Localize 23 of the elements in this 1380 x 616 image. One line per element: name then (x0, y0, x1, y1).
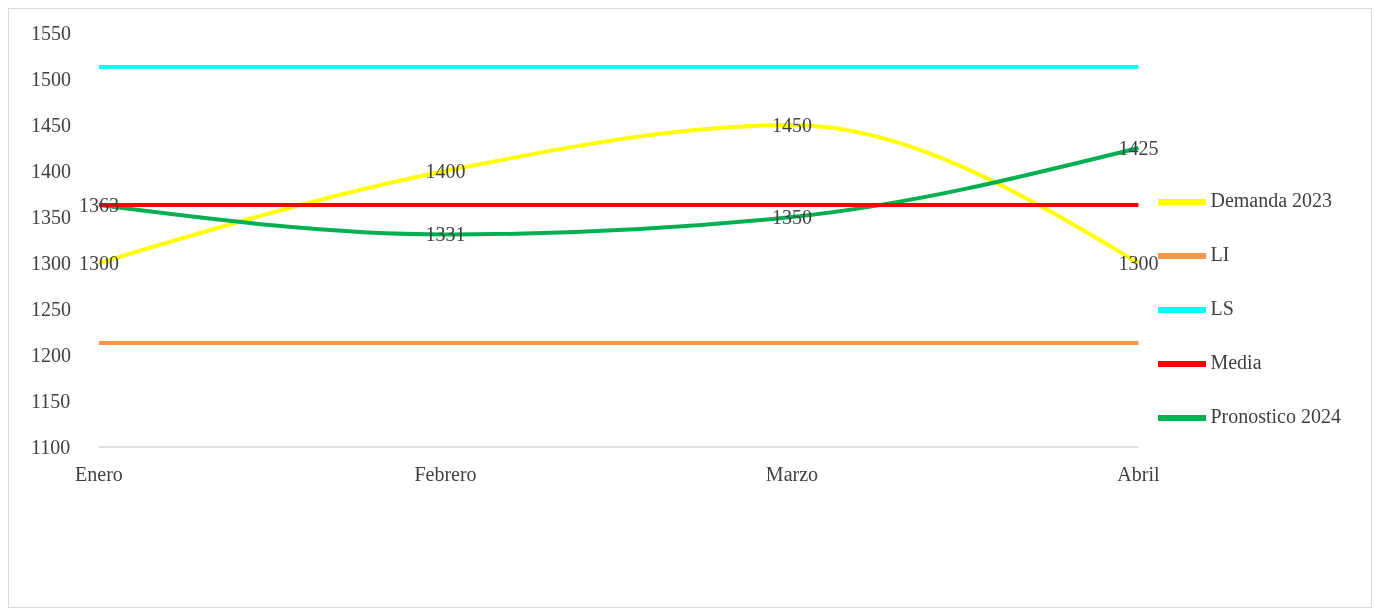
y-tick-label: 1100 (31, 436, 71, 459)
x-tick-label: Febrero (414, 463, 477, 486)
legend-label: LS (1210, 297, 1234, 319)
x-tick-label: Marzo (765, 463, 819, 486)
data-label: 1300 (79, 252, 119, 274)
y-tick-label: 1550 (31, 22, 71, 45)
y-tick-label: 1150 (31, 390, 71, 413)
data-label: 1425 (1118, 137, 1159, 159)
y-tick-label: 1500 (31, 68, 71, 91)
y-tick-label: 1450 (31, 114, 71, 137)
y-tick-label: 1350 (31, 206, 71, 229)
legend-label: Demanda 2023 (1210, 189, 1333, 211)
y-tick-label: 1250 (31, 298, 71, 321)
legend-label: LI (1210, 243, 1230, 265)
y-tick-label: 1200 (31, 344, 71, 367)
legend-label: Media (1210, 351, 1262, 373)
x-tick-label: Enero (75, 463, 123, 486)
data-label: 1300 (1118, 252, 1159, 274)
y-tick-label: 1300 (31, 252, 71, 275)
x-tick-label: Abril (1117, 463, 1160, 486)
y-tick-label: 1400 (31, 160, 71, 183)
data-label: 1363 (79, 194, 119, 217)
legend-label: Pronostico 2024 (1210, 405, 1341, 427)
